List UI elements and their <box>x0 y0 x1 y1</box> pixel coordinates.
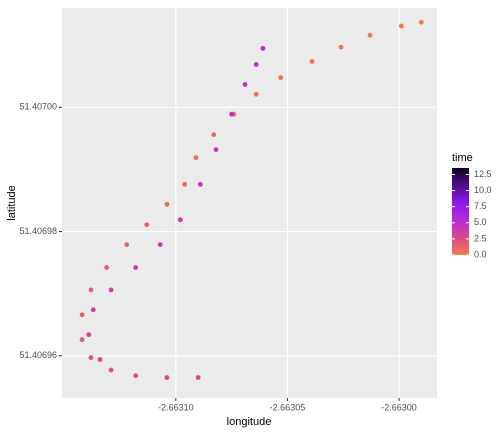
point <box>182 181 188 187</box>
point <box>104 265 110 270</box>
point <box>278 75 284 80</box>
point <box>108 287 114 293</box>
point <box>193 155 199 161</box>
point <box>79 337 85 343</box>
x-tick-label: -2.66300 <box>381 402 417 412</box>
y-axis-title: latitude <box>6 185 18 220</box>
legend-tick-label: 12.5 <box>474 169 492 179</box>
y-tick-label: 51.40696 <box>19 350 57 360</box>
point <box>253 62 259 67</box>
point <box>242 81 248 87</box>
point <box>195 375 201 380</box>
point <box>418 19 424 25</box>
point <box>124 242 130 248</box>
point <box>229 111 235 117</box>
colorbar <box>452 168 469 255</box>
point <box>144 222 150 228</box>
point <box>164 375 170 380</box>
x-tick-label: -2.66310 <box>158 402 194 412</box>
x-tick-label: -2.66305 <box>270 402 306 412</box>
legend-tick-label: 2.5 <box>474 233 487 243</box>
point <box>108 367 114 373</box>
point <box>164 201 170 207</box>
legend-tick-label: 5.0 <box>474 217 487 227</box>
point <box>88 355 94 361</box>
point <box>90 307 96 313</box>
point <box>211 132 217 138</box>
legend-tick-label: 10.0 <box>474 185 492 195</box>
point <box>86 332 92 338</box>
legend-tick-label: 0.0 <box>474 249 487 259</box>
point <box>79 312 85 318</box>
point <box>338 44 344 50</box>
point <box>177 217 183 223</box>
y-tick-label: 51.40698 <box>19 226 57 236</box>
y-tick-label: 51.40700 <box>19 102 57 112</box>
point <box>133 373 139 379</box>
x-axis-title: longitude <box>227 416 272 428</box>
point <box>367 32 373 38</box>
panel <box>62 8 437 398</box>
point <box>213 147 219 152</box>
point <box>253 91 259 97</box>
point <box>133 265 139 270</box>
legend-title: time <box>452 152 473 164</box>
point <box>157 242 163 248</box>
point <box>398 23 404 29</box>
point <box>88 287 94 293</box>
legend-tick-label: 7.5 <box>474 201 487 211</box>
point <box>197 181 203 187</box>
point <box>97 357 103 362</box>
point <box>309 59 315 64</box>
point <box>260 45 266 51</box>
